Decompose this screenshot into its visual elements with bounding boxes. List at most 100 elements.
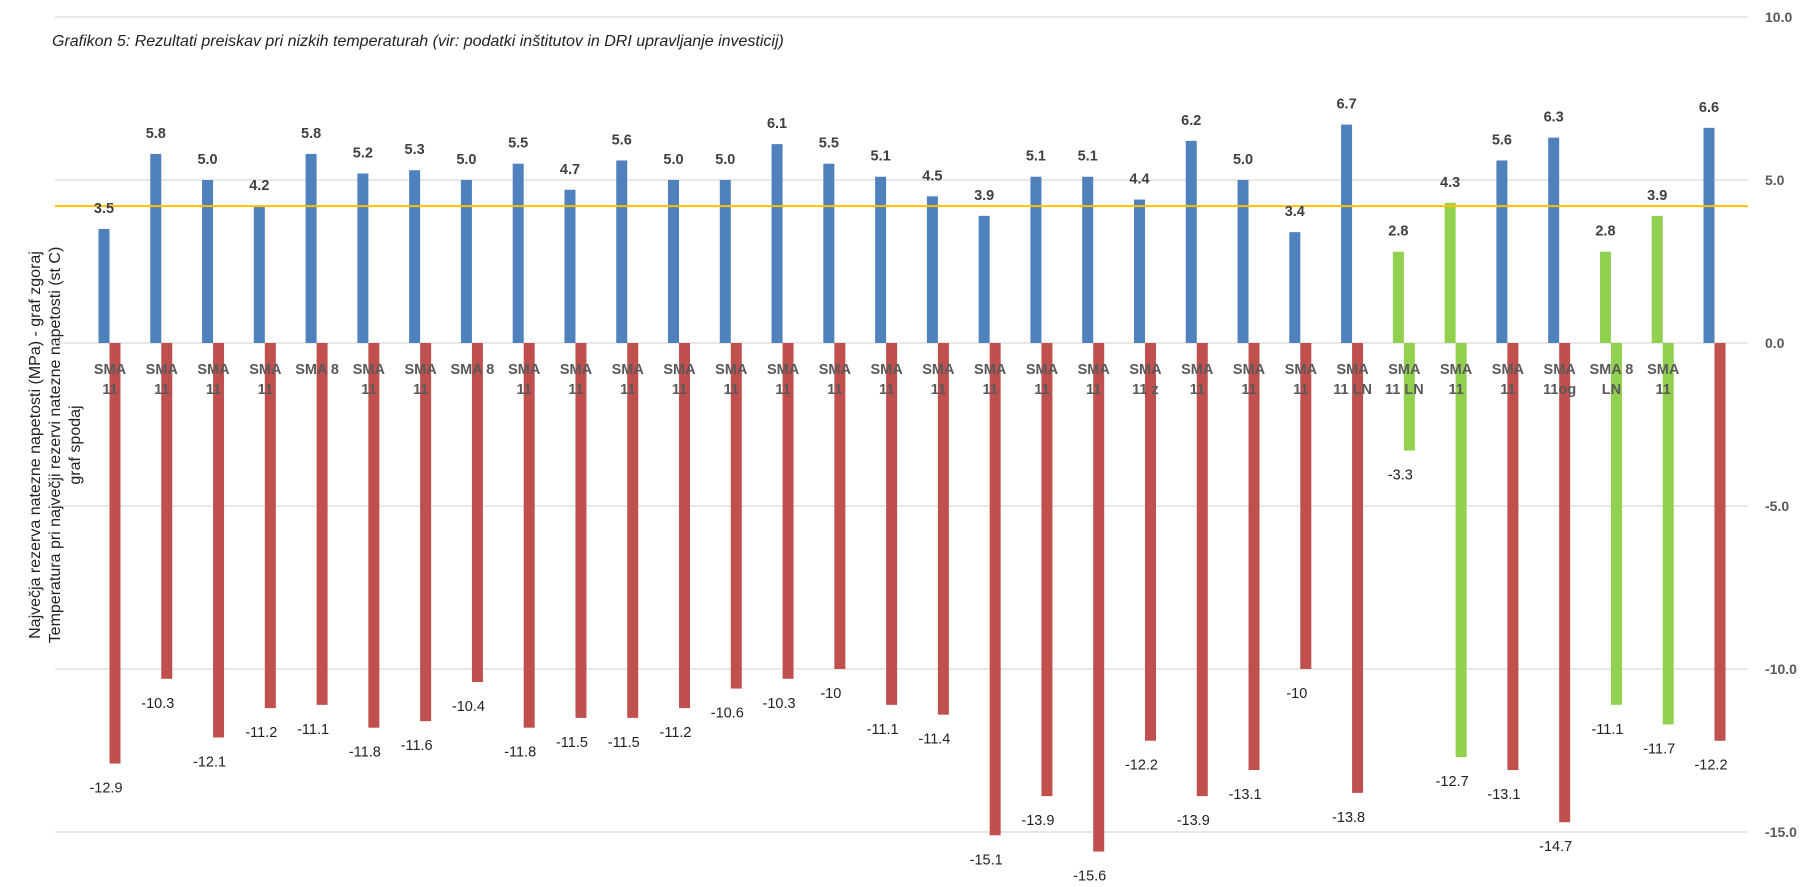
positive-data-label: 4.4 [1129, 172, 1149, 188]
negative-bar [937, 343, 949, 715]
category-label: SMA [1647, 362, 1680, 378]
positive-bar [253, 206, 265, 343]
category-label: SMA 8 [451, 362, 495, 378]
positive-data-label: 6.1 [767, 116, 787, 132]
category-label: SMA [1078, 362, 1111, 378]
positive-data-label: 5.8 [301, 126, 321, 142]
positive-data-label: 6.2 [1181, 113, 1201, 129]
category-label: SMA [508, 362, 541, 378]
positive-bar [460, 180, 472, 343]
negative-bar [1352, 343, 1364, 793]
category-label: SMA [1388, 362, 1421, 378]
negative-data-label: -15.6 [1073, 869, 1106, 885]
negative-bar [1300, 343, 1312, 669]
category-label: SMA [405, 362, 438, 378]
positive-bar [719, 180, 731, 343]
negative-data-label: -11.2 [245, 725, 277, 741]
positive-bar [1444, 202, 1456, 343]
negative-data-label: -12.2 [1694, 758, 1727, 774]
negative-data-label: -15.1 [970, 852, 1003, 868]
negative-data-label: -11.8 [504, 745, 536, 761]
positive-bar [150, 153, 162, 343]
positive-bar [1030, 176, 1042, 343]
category-label: 11 [879, 382, 894, 398]
positive-bar [409, 170, 421, 343]
negative-bar [316, 343, 328, 705]
positive-data-label: 3.9 [974, 188, 994, 204]
category-label: 11 [1500, 382, 1515, 398]
negative-bar [627, 343, 639, 718]
category-label: 11 [1293, 382, 1308, 398]
category-label: SMA [146, 362, 179, 378]
negative-data-label: -12.1 [193, 754, 226, 770]
category-label: SMA [663, 362, 696, 378]
negative-bar [368, 343, 380, 728]
negative-data-label: -11.2 [660, 725, 692, 741]
category-label: SMA [1285, 362, 1318, 378]
category-label: SMA [94, 362, 127, 378]
negative-bar [575, 343, 587, 718]
positive-data-label: 5.1 [1078, 149, 1098, 165]
negative-data-label: -13.9 [1177, 813, 1210, 829]
category-label: SMA [1026, 362, 1059, 378]
category-label: SMA [974, 362, 1007, 378]
positive-data-label: 6.6 [1699, 100, 1719, 116]
category-label: SMA 8 [295, 362, 339, 378]
negative-bar [1248, 343, 1260, 771]
positive-data-label: 4.3 [1440, 175, 1460, 191]
y-tick-label: -10.0 [1765, 661, 1797, 677]
positive-bar [771, 144, 783, 343]
category-label: SMA [715, 362, 748, 378]
category-label: 11 [982, 382, 997, 398]
positive-data-label: 5.0 [1233, 152, 1253, 168]
category-label: 11 [517, 382, 532, 398]
negative-bar [1144, 343, 1156, 741]
positive-bar [1289, 232, 1301, 343]
negative-bar [109, 343, 121, 764]
category-label: SMA [1440, 362, 1473, 378]
positive-data-label: 5.1 [871, 149, 891, 165]
category-label: SMA [612, 362, 645, 378]
category-label: 11 [413, 382, 428, 398]
negative-bar [264, 343, 276, 709]
category-label: 11 [672, 382, 687, 398]
negative-bar [1507, 343, 1519, 771]
positive-data-label: 2.8 [1595, 224, 1615, 240]
positive-data-label: 5.1 [1026, 149, 1046, 165]
negative-bar [1662, 343, 1674, 725]
category-label: SMA [922, 362, 955, 378]
category-label: 11 [1241, 382, 1256, 398]
positive-data-label: 4.5 [922, 168, 942, 184]
negative-data-label: -13.1 [1229, 787, 1262, 803]
category-label: 11 [931, 382, 946, 398]
y-tick-label: 5.0 [1765, 172, 1785, 188]
negative-data-label: -3.3 [1388, 468, 1413, 484]
category-label: SMA [870, 362, 903, 378]
category-label: SMA [560, 362, 593, 378]
category-label: SMA [1129, 362, 1162, 378]
negative-data-label: -11.4 [918, 732, 950, 748]
positive-bar [305, 153, 317, 343]
positive-bar [823, 163, 835, 343]
category-label: 11 [1448, 382, 1463, 398]
positive-data-label: 4.7 [560, 162, 580, 178]
negative-data-label: -12.7 [1436, 774, 1469, 790]
negative-data-label: -10.3 [141, 696, 174, 712]
category-label: SMA [1233, 362, 1266, 378]
positive-bar [1133, 199, 1145, 343]
positive-data-label: 5.0 [456, 152, 476, 168]
negative-bar [679, 343, 691, 709]
positive-bar [1082, 176, 1094, 343]
negative-data-label: -13.1 [1487, 787, 1520, 803]
category-label: 11 [1034, 382, 1049, 398]
positive-bar [668, 180, 680, 343]
negative-data-label: -12.2 [1125, 758, 1158, 774]
positive-data-label: 5.3 [405, 142, 425, 158]
negative-bar [1041, 343, 1053, 797]
negative-bar [834, 343, 846, 669]
category-label: SMA [197, 362, 230, 378]
positive-bar [1651, 215, 1663, 343]
positive-bar [875, 176, 887, 343]
category-label: 11 [827, 382, 842, 398]
positive-data-label: 2.8 [1388, 224, 1408, 240]
